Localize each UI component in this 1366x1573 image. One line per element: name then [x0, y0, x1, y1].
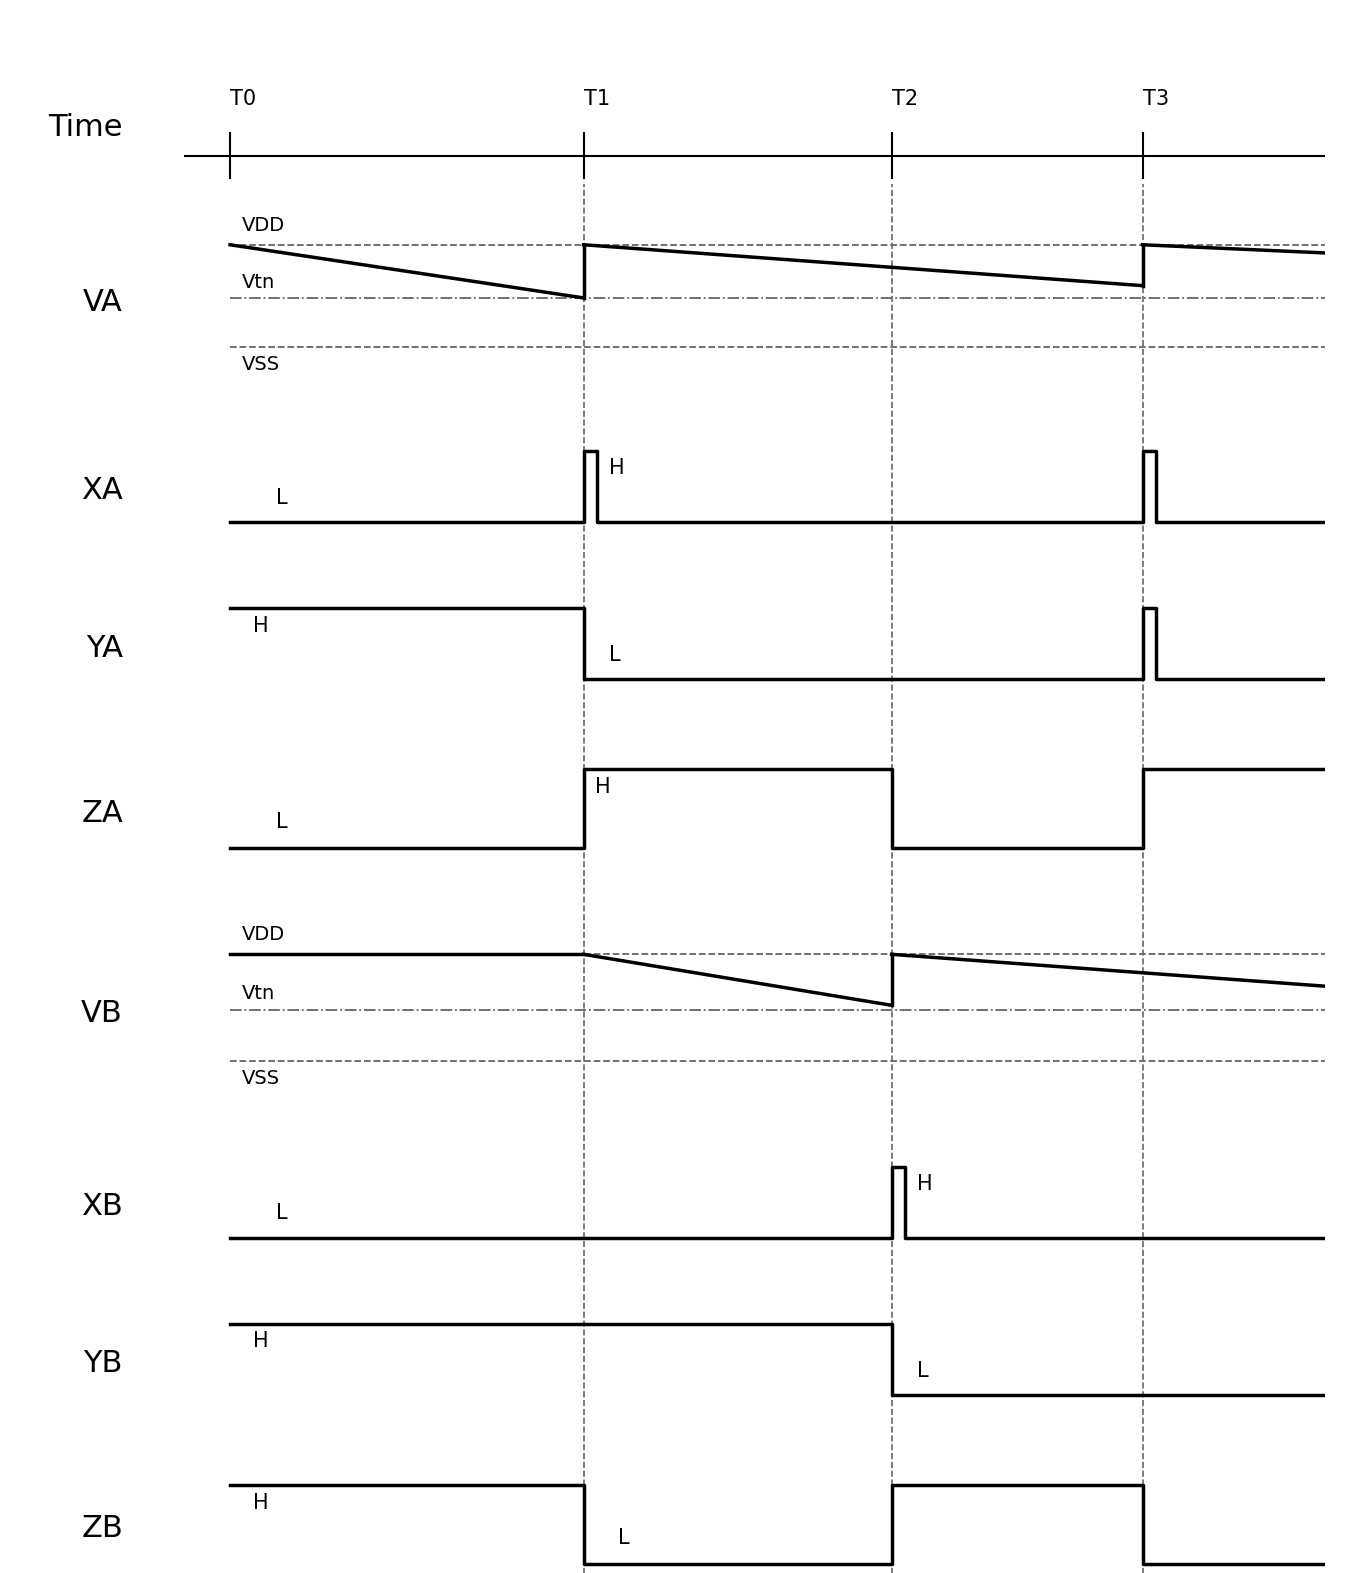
Text: H: H	[917, 1173, 933, 1194]
Text: L: L	[276, 1203, 287, 1224]
Text: H: H	[609, 458, 624, 478]
Text: H: H	[253, 1331, 269, 1351]
Text: XB: XB	[81, 1192, 123, 1221]
Text: L: L	[609, 645, 620, 665]
Text: T0: T0	[229, 90, 257, 109]
Text: YB: YB	[83, 1350, 123, 1378]
Text: ZA: ZA	[81, 799, 123, 827]
Text: T1: T1	[583, 90, 609, 109]
Text: XA: XA	[81, 477, 123, 505]
Text: ZB: ZB	[81, 1515, 123, 1543]
Text: H: H	[253, 615, 269, 635]
Text: L: L	[276, 812, 287, 832]
Text: H: H	[596, 777, 611, 798]
Text: Vtn: Vtn	[242, 272, 275, 293]
Text: T2: T2	[892, 90, 918, 109]
Text: L: L	[617, 1527, 630, 1548]
Text: T3: T3	[1142, 90, 1169, 109]
Text: VSS: VSS	[242, 355, 280, 374]
Text: YA: YA	[86, 634, 123, 662]
Text: VDD: VDD	[242, 925, 284, 944]
Text: L: L	[917, 1361, 929, 1381]
Text: L: L	[276, 488, 287, 508]
Text: Time: Time	[48, 113, 123, 142]
Text: H: H	[253, 1493, 269, 1513]
Text: VSS: VSS	[242, 1070, 280, 1089]
Text: VB: VB	[81, 999, 123, 1029]
Text: VDD: VDD	[242, 216, 284, 234]
Text: VA: VA	[83, 288, 123, 316]
Text: Vtn: Vtn	[242, 985, 275, 1004]
